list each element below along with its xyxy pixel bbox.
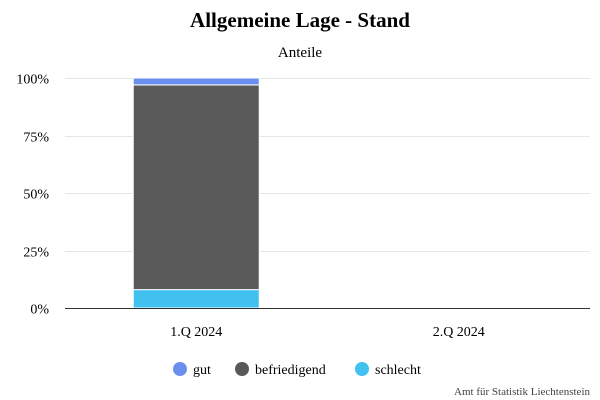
bar-segment-gut[interactable]	[132, 77, 260, 86]
credit-text: Amt für Statistik Liechtenstein	[454, 386, 590, 398]
y-axis-ticks: 0% 25% 50% 75% 100%	[16, 73, 49, 318]
bars	[132, 77, 260, 309]
legend-label: gut	[193, 363, 211, 378]
legend-marker	[173, 362, 187, 376]
y-tick-label: 25%	[23, 246, 49, 261]
legend: gut befriedigend schlecht	[173, 362, 421, 378]
y-tick-label: 50%	[23, 188, 49, 203]
y-tick-label: 100%	[16, 73, 49, 88]
legend-label: befriedigend	[255, 363, 326, 378]
legend-item-gut[interactable]: gut	[173, 362, 211, 378]
legend-marker	[235, 362, 249, 376]
x-axis-ticks: 1.Q 2024 2.Q 2024	[170, 325, 485, 340]
legend-item-befriedigend[interactable]: befriedigend	[235, 362, 326, 378]
chart-title: Allgemeine Lage - Stand	[190, 8, 410, 32]
y-tick-label: 75%	[23, 131, 49, 146]
legend-marker	[355, 362, 369, 376]
chart-subtitle: Anteile	[278, 45, 322, 61]
x-tick-label: 1.Q 2024	[170, 325, 222, 340]
bar-segment-befriedigend[interactable]	[132, 84, 260, 291]
bar-segment-schlecht[interactable]	[132, 289, 260, 309]
legend-item-schlecht[interactable]: schlecht	[355, 362, 421, 378]
x-tick-label: 2.Q 2024	[433, 325, 485, 340]
y-tick-label: 0%	[30, 303, 49, 318]
legend-label: schlecht	[375, 363, 421, 378]
